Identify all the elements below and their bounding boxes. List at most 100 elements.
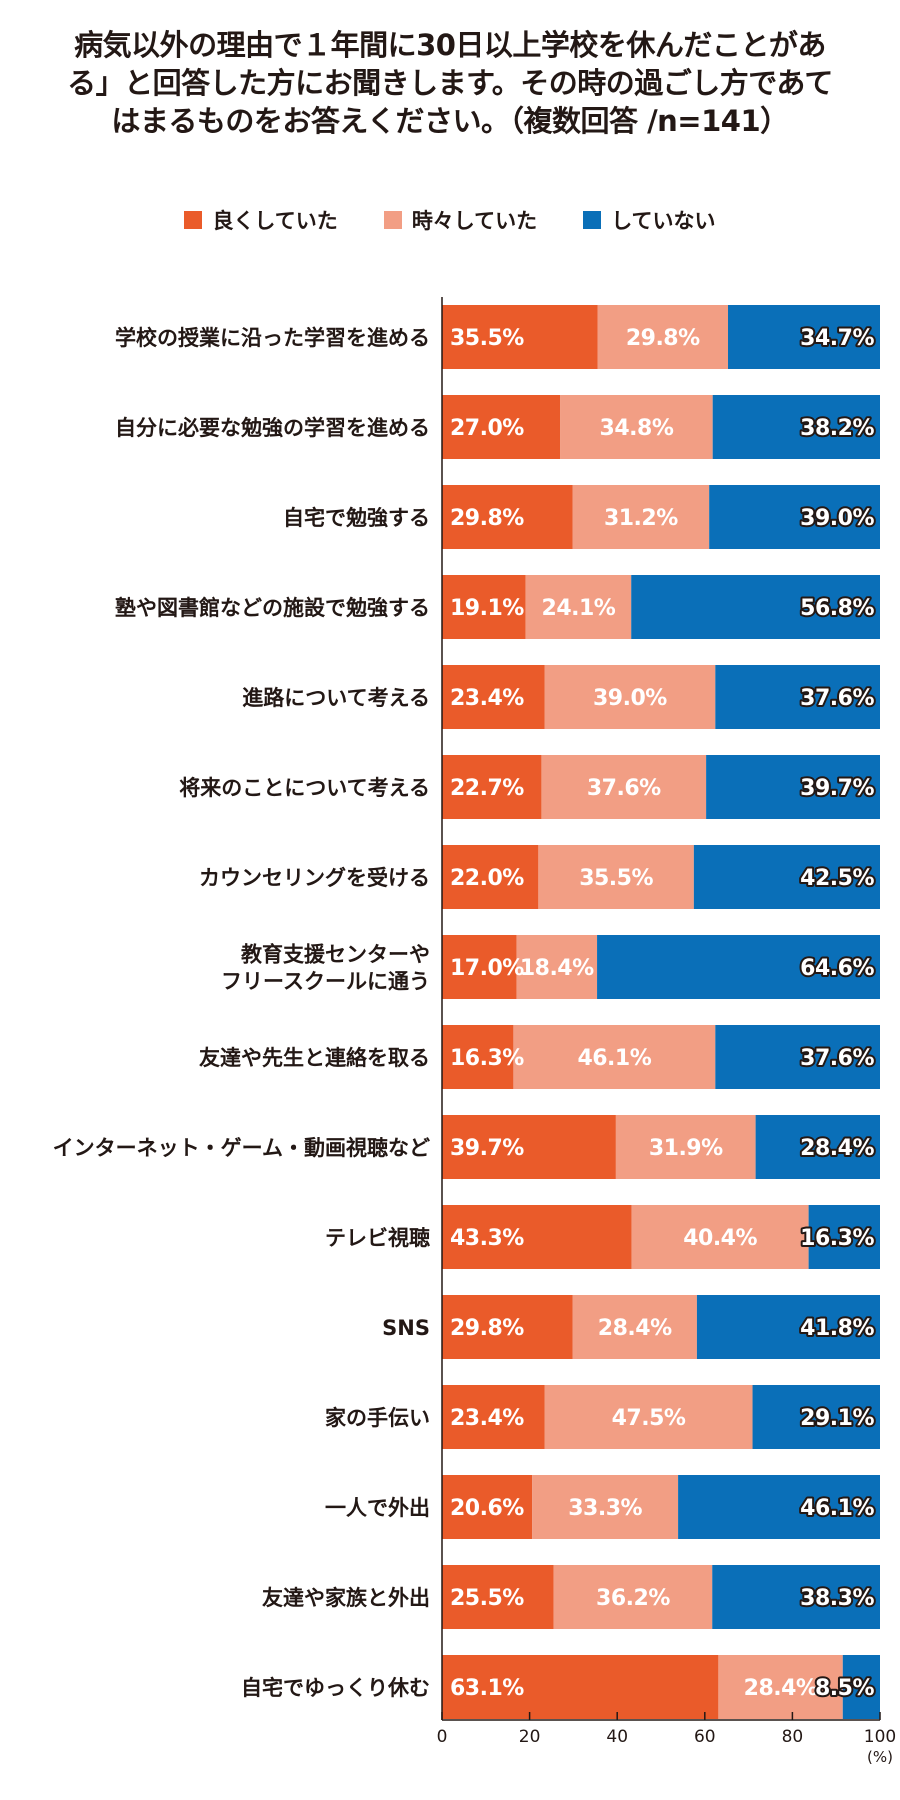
bar-segment-frequently bbox=[442, 1295, 573, 1359]
legend-item-sometimes: 時々していた bbox=[383, 205, 537, 235]
data-label: 37.6% bbox=[587, 776, 661, 801]
bar-segment-not-doing bbox=[755, 1115, 880, 1179]
category-label: 将来のことについて考える bbox=[179, 776, 430, 800]
bar-segment-frequently bbox=[442, 665, 545, 729]
bar-segment-sometimes bbox=[572, 485, 710, 549]
data-label: 23.4% bbox=[450, 686, 524, 711]
bar-segment-frequently bbox=[442, 755, 542, 819]
legend: 良くしていた 時々していた していない bbox=[0, 205, 900, 235]
data-label: 56.8% bbox=[800, 596, 874, 621]
bar-segment-frequently bbox=[442, 1115, 616, 1179]
bar-segment-not-doing bbox=[752, 1385, 880, 1449]
bar-segment-not-doing bbox=[678, 1475, 880, 1539]
data-label: 37.6% bbox=[800, 1046, 874, 1071]
data-label: 29.8% bbox=[450, 1316, 524, 1341]
bar-segment-frequently bbox=[442, 1475, 533, 1539]
title-line-1: 病気以外の理由で１年間に30日以上学校を休んだことがあ bbox=[74, 28, 826, 62]
category-label: 友達や先生と連絡を取る bbox=[199, 1046, 430, 1070]
category-label: フリースクールに通う bbox=[221, 970, 430, 994]
data-label: 36.2% bbox=[596, 1586, 670, 1611]
legend-label-frequently: 良くしていた bbox=[212, 209, 338, 233]
bar-segment-sometimes bbox=[615, 1115, 756, 1179]
data-label: 35.5% bbox=[579, 866, 653, 891]
bar-segment-frequently bbox=[442, 575, 526, 639]
data-label: 39.7% bbox=[450, 1136, 524, 1161]
bar-segment-frequently bbox=[442, 305, 598, 369]
data-label: 29.8% bbox=[450, 506, 524, 531]
data-label: 18.4% bbox=[520, 956, 594, 981]
bar-segment-frequently bbox=[442, 1385, 545, 1449]
bar-segment-frequently bbox=[442, 1205, 632, 1269]
category-label: 自分に必要な勉強の学習を進める bbox=[115, 416, 430, 440]
category-label: テレビ視聴 bbox=[325, 1226, 430, 1250]
data-label: 25.5% bbox=[450, 1586, 524, 1611]
category-label: 塾や図書館などの施設で勉強する bbox=[115, 596, 430, 620]
title-line-3: はまるものをお答えください。（複数回答 /n=141） bbox=[111, 104, 789, 138]
data-label: 19.1% bbox=[450, 596, 524, 621]
data-label: 42.5% bbox=[800, 866, 874, 891]
data-label: 34.7% bbox=[800, 326, 874, 351]
data-label: 39.0% bbox=[800, 506, 874, 531]
bar-segment-sometimes bbox=[532, 1475, 679, 1539]
data-label: 31.9% bbox=[649, 1136, 723, 1161]
category-label: 自宅でゆっくり休む bbox=[241, 1676, 430, 1700]
bar-segment-sometimes bbox=[631, 1205, 809, 1269]
data-label: 63.1% bbox=[450, 1676, 524, 1701]
bar-segment-not-doing bbox=[631, 575, 880, 639]
data-label: 41.8% bbox=[800, 1316, 874, 1341]
data-label: 37.6% bbox=[800, 686, 874, 711]
x-tick-label: 40 bbox=[606, 1727, 628, 1747]
data-label: 29.8% bbox=[626, 326, 700, 351]
bar-segment-not-doing bbox=[706, 755, 880, 819]
bar-segment-sometimes bbox=[538, 845, 694, 909]
bar-segment-sometimes bbox=[718, 1655, 843, 1719]
bar-segment-sometimes bbox=[544, 665, 716, 729]
x-tick-label: 60 bbox=[694, 1727, 716, 1747]
legend-label-not-doing: していない bbox=[611, 209, 716, 233]
x-axis-unit: (%) bbox=[867, 1748, 893, 1766]
bar-segment-frequently bbox=[442, 1655, 719, 1719]
bar-segment-sometimes bbox=[560, 395, 713, 459]
data-label: 39.7% bbox=[800, 776, 874, 801]
data-label: 24.1% bbox=[542, 596, 616, 621]
bar-segment-sometimes bbox=[525, 575, 632, 639]
bar-segment-sometimes bbox=[544, 1385, 753, 1449]
bar-segment-frequently bbox=[442, 395, 561, 459]
category-label: 教育支援センターや bbox=[241, 943, 430, 967]
bar-segment-frequently bbox=[442, 485, 573, 549]
data-label: 46.1% bbox=[800, 1496, 874, 1521]
chart-title: 病気以外の理由で１年間に30日以上学校を休んだことがあ る」と回答した方にお聞き… bbox=[0, 26, 900, 140]
category-label: 友達や家族と外出 bbox=[262, 1586, 430, 1610]
category-label: 自宅で勉強する bbox=[283, 506, 430, 530]
category-label: SNS bbox=[382, 1316, 430, 1340]
data-label: 64.6% bbox=[800, 956, 874, 981]
data-label: 31.2% bbox=[604, 506, 678, 531]
category-label: インターネット・ゲーム・動画視聴など bbox=[53, 1136, 430, 1160]
data-label: 43.3% bbox=[450, 1226, 524, 1251]
data-label: 39.0% bbox=[593, 686, 667, 711]
data-label: 23.4% bbox=[450, 1406, 524, 1431]
bar-segment-not-doing bbox=[709, 485, 880, 549]
data-label: 16.3% bbox=[800, 1226, 874, 1251]
bar-segment-sometimes bbox=[516, 935, 598, 999]
data-label: 35.5% bbox=[450, 326, 524, 351]
bar-segment-not-doing bbox=[715, 665, 880, 729]
bar-segment-sometimes bbox=[541, 755, 707, 819]
bar-segment-not-doing bbox=[715, 1025, 880, 1089]
data-label: 33.3% bbox=[568, 1496, 642, 1521]
legend-item-frequently: 良くしていた bbox=[184, 205, 338, 235]
bar-segment-sometimes bbox=[597, 305, 729, 369]
bar-segment-not-doing bbox=[712, 395, 880, 459]
legend-item-not-doing: していない bbox=[583, 205, 716, 235]
data-label: 16.3% bbox=[450, 1046, 524, 1071]
data-label: 17.0% bbox=[450, 956, 524, 981]
bar-segment-not-doing bbox=[712, 1565, 880, 1629]
data-label: 28.4% bbox=[744, 1676, 818, 1701]
bar-segment-frequently bbox=[442, 1565, 554, 1629]
category-label: 家の手伝い bbox=[325, 1406, 430, 1430]
legend-swatch-frequently bbox=[184, 211, 203, 229]
legend-swatch-sometimes bbox=[383, 211, 402, 229]
bar-segment-frequently bbox=[442, 845, 539, 909]
data-label: 34.8% bbox=[600, 416, 674, 441]
